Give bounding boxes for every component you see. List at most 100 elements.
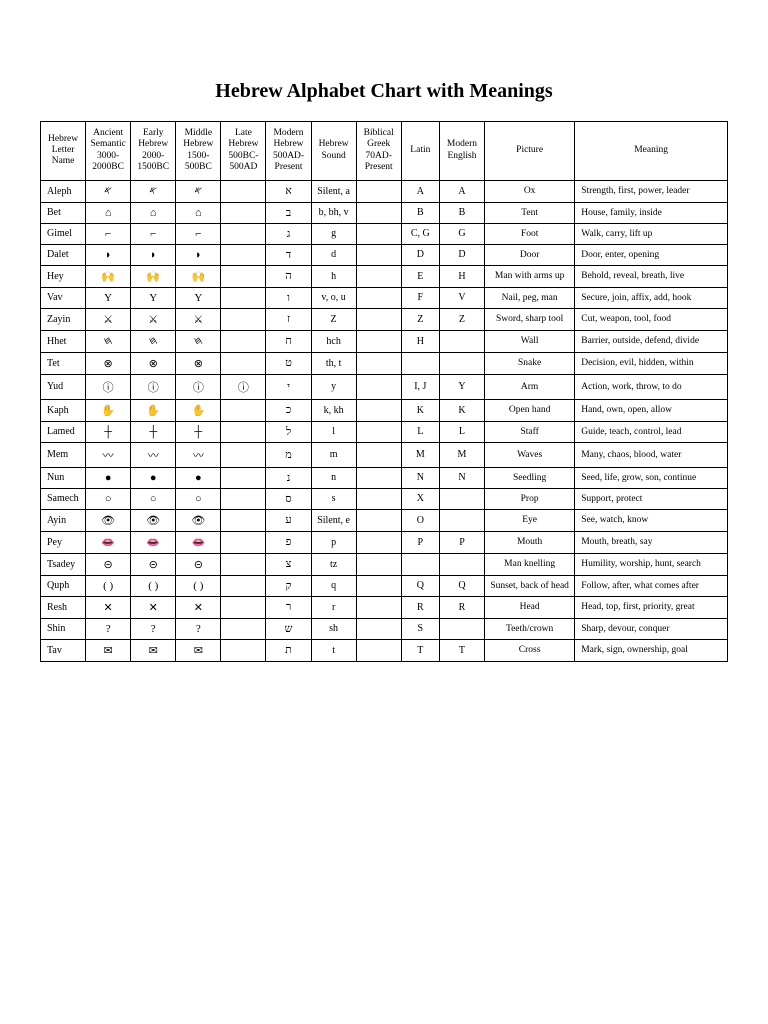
- hebrew-sound: Z: [311, 308, 356, 330]
- picture: Head: [485, 596, 575, 618]
- table-row: Aleph𐤀𐤀𐤀אSilent, aAAOxStrength, first, p…: [41, 180, 728, 202]
- meaning: See, watch, know: [575, 509, 728, 531]
- latin: D: [401, 244, 439, 265]
- hebrew-sound: g: [311, 223, 356, 244]
- glyph-cell: ✉: [86, 639, 131, 661]
- latin: H: [401, 330, 439, 352]
- meaning: Strength, first, power, leader: [575, 180, 728, 202]
- glyph-cell: ?: [176, 618, 221, 639]
- column-header: Hebrew Sound: [311, 122, 356, 181]
- glyph-cell: [221, 421, 266, 442]
- modern-english: [439, 352, 484, 374]
- glyph-cell: [221, 553, 266, 575]
- latin: L: [401, 421, 439, 442]
- glyph-cell: ○: [176, 488, 221, 509]
- glyph-cell: ⌂: [86, 202, 131, 223]
- table-row: Quph( )( )( )קqQQSunset, back of headFol…: [41, 575, 728, 596]
- hebrew-sound: h: [311, 265, 356, 287]
- glyph-cell: ⊗: [131, 352, 176, 374]
- letter-name: Ayin: [41, 509, 86, 531]
- modern-english: V: [439, 287, 484, 308]
- biblical-greek: [356, 180, 401, 202]
- glyph-cell: [221, 488, 266, 509]
- glyph-cell: פ: [266, 531, 311, 553]
- modern-english: T: [439, 639, 484, 661]
- meaning: Barrier, outside, defend, divide: [575, 330, 728, 352]
- picture: Snake: [485, 352, 575, 374]
- glyph-cell: 🙌: [86, 265, 131, 287]
- table-row: Mem〰〰〰מmMMWavesMany, chaos, blood, water: [41, 442, 728, 467]
- glyph-cell: ל: [266, 421, 311, 442]
- glyph-cell: ס: [266, 488, 311, 509]
- latin: N: [401, 467, 439, 488]
- hebrew-sound: k, kh: [311, 399, 356, 421]
- glyph-cell: Y: [176, 287, 221, 308]
- latin: C, G: [401, 223, 439, 244]
- glyph-cell: [221, 639, 266, 661]
- column-header: Meaning: [575, 122, 728, 181]
- latin: Z: [401, 308, 439, 330]
- meaning: Cut, weapon, tool, food: [575, 308, 728, 330]
- hebrew-sound: r: [311, 596, 356, 618]
- table-row: Shin???שshSTeeth/crownSharp, devour, con…: [41, 618, 728, 639]
- modern-english: [439, 488, 484, 509]
- biblical-greek: [356, 442, 401, 467]
- letter-name: Pey: [41, 531, 86, 553]
- biblical-greek: [356, 374, 401, 399]
- glyph-cell: [221, 244, 266, 265]
- glyph-cell: ז: [266, 308, 311, 330]
- picture: Mouth: [485, 531, 575, 553]
- glyph-cell: [221, 223, 266, 244]
- glyph-cell: מ: [266, 442, 311, 467]
- hebrew-sound: p: [311, 531, 356, 553]
- glyph-cell: ⊗: [86, 352, 131, 374]
- glyph-cell: 〰: [131, 442, 176, 467]
- meaning: Mouth, breath, say: [575, 531, 728, 553]
- letter-name: Lamed: [41, 421, 86, 442]
- biblical-greek: [356, 202, 401, 223]
- glyph-cell: ✕: [86, 596, 131, 618]
- glyph-cell: 𐤀: [131, 180, 176, 202]
- picture: Arm: [485, 374, 575, 399]
- latin: T: [401, 639, 439, 661]
- hebrew-sound: sh: [311, 618, 356, 639]
- letter-name: Mem: [41, 442, 86, 467]
- glyph-cell: [221, 509, 266, 531]
- letter-name: Shin: [41, 618, 86, 639]
- table-row: Dalet◗◗◗דdDDDoorDoor, enter, opening: [41, 244, 728, 265]
- glyph-cell: 🙌: [176, 265, 221, 287]
- table-row: VavYYYוv, o, uFVNail, peg, manSecure, jo…: [41, 287, 728, 308]
- modern-english: P: [439, 531, 484, 553]
- picture: Man knelling: [485, 553, 575, 575]
- latin: A: [401, 180, 439, 202]
- glyph-cell: ( ): [131, 575, 176, 596]
- glyph-cell: ✋: [176, 399, 221, 421]
- table-body: Aleph𐤀𐤀𐤀אSilent, aAAOxStrength, first, p…: [41, 180, 728, 661]
- glyph-cell: [221, 399, 266, 421]
- table-row: Hhet𐤇𐤇𐤇חhchHWallBarrier, outside, defend…: [41, 330, 728, 352]
- picture: Open hand: [485, 399, 575, 421]
- biblical-greek: [356, 531, 401, 553]
- meaning: Guide, teach, control, lead: [575, 421, 728, 442]
- column-header: Hebrew Letter Name: [41, 122, 86, 181]
- glyph-cell: ת: [266, 639, 311, 661]
- glyph-cell: א: [266, 180, 311, 202]
- picture: Sunset, back of head: [485, 575, 575, 596]
- latin: O: [401, 509, 439, 531]
- column-header: Late Hebrew 500BC-500AD: [221, 122, 266, 181]
- column-header: Biblical Greek 70AD-Present: [356, 122, 401, 181]
- glyph-cell: ⊝: [86, 553, 131, 575]
- glyph-cell: [221, 180, 266, 202]
- biblical-greek: [356, 575, 401, 596]
- table-row: Tav✉✉✉תtTTCrossMark, sign, ownership, go…: [41, 639, 728, 661]
- meaning: House, family, inside: [575, 202, 728, 223]
- meaning: Mark, sign, ownership, goal: [575, 639, 728, 661]
- letter-name: Zayin: [41, 308, 86, 330]
- biblical-greek: [356, 553, 401, 575]
- hebrew-sound: v, o, u: [311, 287, 356, 308]
- biblical-greek: [356, 488, 401, 509]
- glyph-cell: ⊝: [176, 553, 221, 575]
- letter-name: Dalet: [41, 244, 86, 265]
- glyph-cell: 👁: [86, 509, 131, 531]
- meaning: Secure, join, affix, add, hook: [575, 287, 728, 308]
